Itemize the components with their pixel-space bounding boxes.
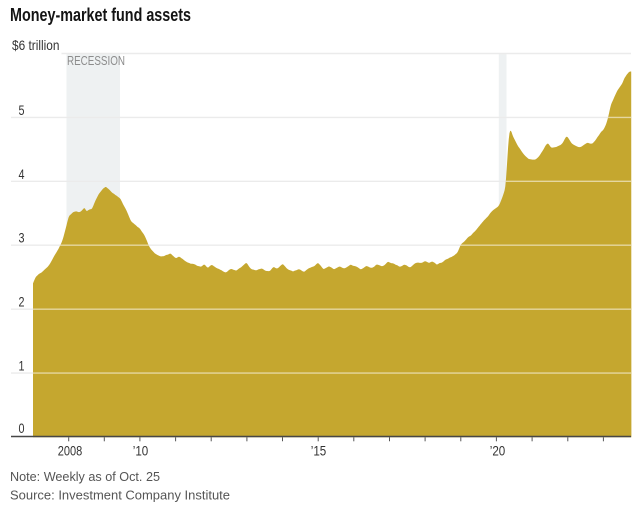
svg-text:$6 trillion: $6 trillion bbox=[12, 37, 60, 53]
svg-text:’15: ’15 bbox=[311, 443, 327, 459]
svg-text:2: 2 bbox=[19, 294, 25, 310]
svg-text:1: 1 bbox=[19, 358, 25, 374]
svg-text:RECESSION: RECESSION bbox=[67, 53, 125, 68]
svg-text:Source: Investment Company Ins: Source: Investment Company Institute bbox=[10, 488, 230, 503]
svg-text:’10: ’10 bbox=[133, 443, 149, 459]
svg-text:4: 4 bbox=[19, 166, 25, 182]
svg-text:Money-market fund assets: Money-market fund assets bbox=[10, 5, 191, 25]
svg-text:Note: Weekly as of Oct. 25: Note: Weekly as of Oct. 25 bbox=[10, 469, 160, 484]
svg-text:3: 3 bbox=[19, 230, 25, 246]
svg-text:2008: 2008 bbox=[58, 443, 83, 459]
svg-text:0: 0 bbox=[19, 420, 25, 436]
svg-text:5: 5 bbox=[19, 102, 25, 118]
svg-text:’20: ’20 bbox=[490, 443, 506, 459]
